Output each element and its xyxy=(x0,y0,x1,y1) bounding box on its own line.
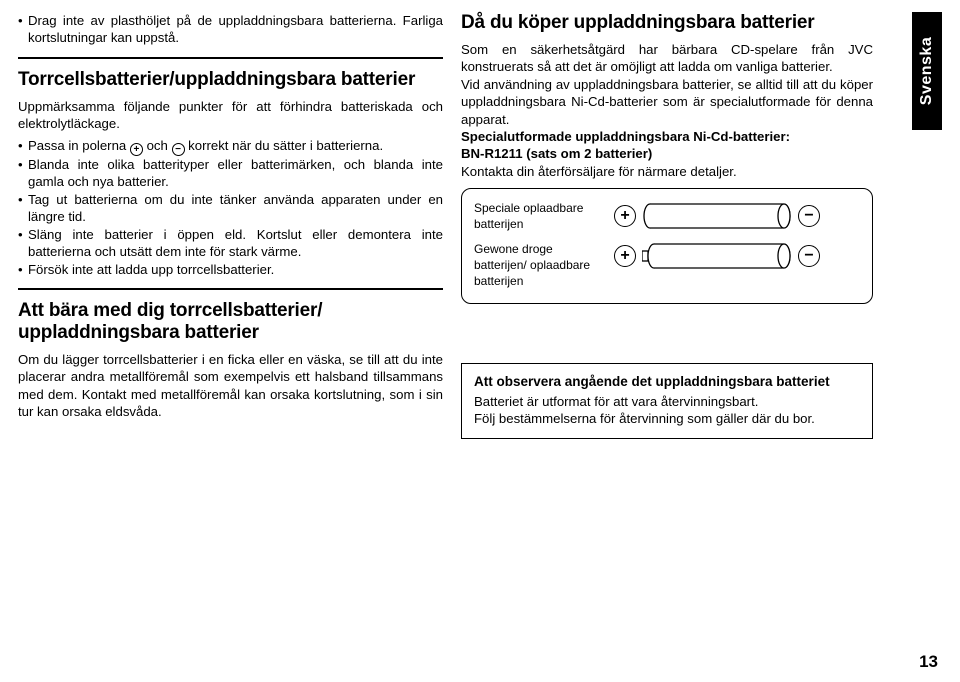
diag-label-1: Speciale oplaadbare batterijen xyxy=(474,201,604,232)
bullet-text: Blanda inte olika batterityper eller bat… xyxy=(28,156,443,191)
section-heading-2: Att bära med dig torrcellsbatterier/ upp… xyxy=(18,300,443,344)
right-p2: Vid användning av uppladdningsbara batte… xyxy=(461,76,873,128)
right-p3: Kontakta din återförsäljare för närmare … xyxy=(461,163,873,180)
divider xyxy=(18,288,443,290)
minus-icon: − xyxy=(798,245,820,267)
b1-mid: och xyxy=(143,138,172,153)
diagram-labels: Speciale oplaadbare batterijen Gewone dr… xyxy=(474,201,604,289)
right-bold2: BN-R1211 (sats om 2 batterier) xyxy=(461,145,873,162)
list-item: • Passa in polerna + och − korrekt när d… xyxy=(18,137,443,157)
battery-row-2: + − xyxy=(614,243,860,269)
note-title: Att observera angående det uppladdningsb… xyxy=(474,374,860,389)
list-item: • Blanda inte olika batterityper eller b… xyxy=(18,156,443,191)
bullet-text: Tag ut batterierna om du inte tänker anv… xyxy=(28,191,443,226)
carry-paragraph: Om du lägger torrcellsbatterier i en fic… xyxy=(18,351,443,421)
diagram-cells: + − + − xyxy=(614,201,860,289)
right-p1: Som en säkerhetsåtgärd har bärbara CD-sp… xyxy=(461,41,873,76)
bullet-dot: • xyxy=(18,191,28,226)
minus-icon: − xyxy=(798,205,820,227)
right-column: Då du köper uppladdningsbara batterier S… xyxy=(461,12,873,351)
plus-icon: + xyxy=(130,143,143,156)
bullet-text: Försök inte att ladda upp torrcellsbatte… xyxy=(28,261,443,278)
battery-flat-icon xyxy=(642,203,792,229)
plus-icon: + xyxy=(614,205,636,227)
list-item: • Släng inte batterier i öppen eld. Kort… xyxy=(18,226,443,261)
language-tab: Svenska xyxy=(912,12,942,130)
right-bold1: Specialutformade uppladdningsbara Ni-Cd-… xyxy=(461,128,873,145)
bullet-text: Passa in polerna + och − korrekt när du … xyxy=(28,137,443,157)
intro-text: Drag inte av plasthöljet på de uppladdni… xyxy=(28,12,443,47)
bullet-dot: • xyxy=(18,156,28,191)
b1-pre: Passa in polerna xyxy=(28,138,130,153)
bullet-dot: • xyxy=(18,137,28,157)
minus-icon: − xyxy=(172,143,185,156)
section1-intro: Uppmärksamma följande punkter för att fö… xyxy=(18,98,443,133)
note-box: Att observera angående det uppladdningsb… xyxy=(461,363,873,439)
battery-diagram: Speciale oplaadbare batterijen Gewone dr… xyxy=(461,188,873,304)
bullet-dot: • xyxy=(18,12,28,47)
bullet-dot: • xyxy=(18,261,28,278)
plus-icon: + xyxy=(614,245,636,267)
section-heading-1: Torrcellsbatterier/uppladdningsbara batt… xyxy=(18,69,443,91)
page-number: 13 xyxy=(919,652,938,672)
battery-row-1: + − xyxy=(614,203,860,229)
note-p1: Batteriet är utformat för att vara återv… xyxy=(474,393,860,410)
divider xyxy=(18,57,443,59)
b1-post: korrekt när du sätter i batterierna. xyxy=(185,138,384,153)
battery-nub-icon xyxy=(642,243,792,269)
diag-label-2: Gewone droge batterijen/ oplaadbare batt… xyxy=(474,242,604,289)
list-item: • Tag ut batterierna om du inte tänker a… xyxy=(18,191,443,226)
below-columns: Om du lägger torrcellsbatterier i en fic… xyxy=(0,351,960,439)
language-label: Svenska xyxy=(918,37,936,105)
left-column: • Drag inte av plasthöljet på de uppladd… xyxy=(18,12,443,351)
below-left: Om du lägger torrcellsbatterier i en fic… xyxy=(18,351,443,439)
below-right: Att observera angående det uppladdningsb… xyxy=(461,351,873,439)
bullet-text: Släng inte batterier i öppen eld. Kortsl… xyxy=(28,226,443,261)
list-item: • Försök inte att ladda upp torrcellsbat… xyxy=(18,261,443,278)
note-p2: Följ bestämmelserna för återvinning som … xyxy=(474,410,860,427)
right-heading: Då du köper uppladdningsbara batterier xyxy=(461,12,873,34)
page-columns: • Drag inte av plasthöljet på de uppladd… xyxy=(0,0,960,351)
intro-bullet: • Drag inte av plasthöljet på de uppladd… xyxy=(18,12,443,47)
bullet-dot: • xyxy=(18,226,28,261)
